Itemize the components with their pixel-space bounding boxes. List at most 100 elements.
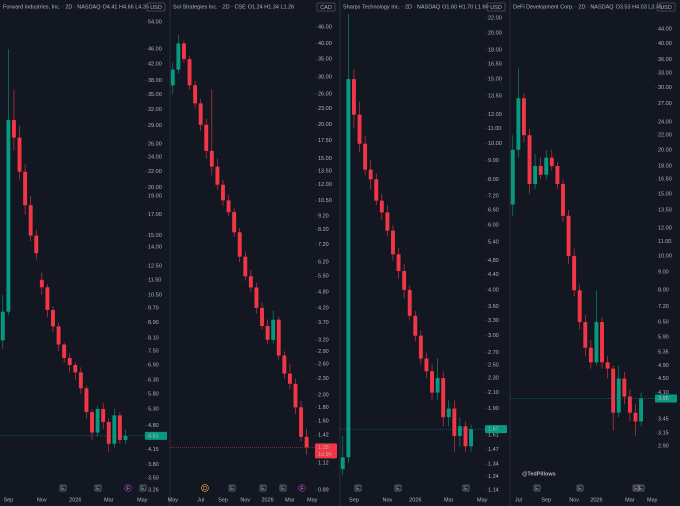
ohlc-header: O1.60 H1.70 L1.60 — [442, 4, 488, 10]
y-tick-label: 2.10 — [488, 390, 499, 396]
y-tick-label: 30.00 — [318, 75, 332, 81]
panel: DeFi Development Corp. · 2D · NASDAQ O3.5… — [510, 2, 677, 503]
x-tick-label: Mar — [285, 497, 295, 503]
event-icon — [59, 484, 67, 492]
candle-body — [457, 426, 462, 436]
event-label: E — [464, 486, 468, 492]
y-tick-label: 16.50 — [658, 177, 672, 183]
event-label: E — [639, 486, 643, 492]
event-icon — [259, 484, 267, 492]
candle-body — [73, 364, 78, 373]
candle-body — [112, 415, 117, 444]
event-icon — [201, 484, 209, 492]
candle-body — [385, 212, 390, 231]
candle-body — [605, 362, 610, 369]
candle-body — [402, 271, 407, 290]
candle-body — [248, 276, 253, 288]
y-tick-label: 46.00 — [318, 24, 332, 30]
y-tick-label: 14.00 — [148, 245, 162, 251]
x-tick-label: Nov — [383, 497, 393, 503]
chart-title: DeFi Development Corp. · 2D · NASDAQ — [513, 4, 614, 10]
y-tick-label: 20.00 — [148, 185, 162, 191]
y-tick-label: 12.00 — [318, 182, 332, 188]
ohlc-header: O3.53 H4.03 L3.45 — [616, 4, 662, 10]
x-tick-label: 2026 — [69, 497, 81, 503]
y-tick-label: 40.00 — [318, 41, 332, 47]
x-tick-label: Sep — [349, 497, 359, 503]
y-tick-label: 3.80 — [148, 462, 159, 468]
candle-body — [198, 103, 203, 125]
x-tick-label: May — [168, 497, 179, 503]
y-tick-label: 4.80 — [148, 423, 159, 429]
y-tick-label: 18.00 — [658, 163, 672, 169]
candle-body — [396, 254, 401, 272]
price-box — [315, 443, 337, 459]
event-label: F — [126, 486, 130, 492]
candle-body — [221, 184, 225, 201]
event-label: E — [96, 486, 100, 492]
y-tick-label: 44.00 — [658, 26, 672, 32]
candle-body — [463, 426, 468, 447]
candle-body — [561, 184, 565, 216]
y-tick-label: 1.24 — [488, 474, 499, 480]
y-tick-label: 1.12 — [318, 460, 329, 466]
event-label: D — [203, 486, 207, 492]
candle-body — [407, 289, 412, 316]
x-tick-label: May — [477, 497, 488, 503]
y-tick-label: 22.00 — [658, 133, 672, 139]
panel: Sol Strategies Inc. · 2D · CSE O1.24 H1.3… — [168, 2, 337, 503]
y-tick-label: 17.50 — [318, 138, 332, 144]
candle-body — [271, 319, 276, 340]
event-icon — [394, 484, 402, 492]
event-icon — [354, 484, 362, 492]
y-tick-label: 1.60 — [318, 419, 329, 425]
candle-body — [533, 165, 538, 185]
y-tick-label: 4.90 — [658, 363, 669, 369]
y-tick-label: 3.60 — [488, 304, 499, 310]
y-tick-label: 16.50 — [488, 61, 502, 67]
candle-body — [204, 124, 209, 151]
currency: USD — [150, 5, 162, 11]
currency: USD — [490, 5, 502, 11]
y-tick-label: 13.50 — [318, 168, 332, 174]
countdown: 1d 9h — [318, 452, 332, 458]
y-tick-label: 19.00 — [148, 194, 162, 200]
y-tick-label: 8.10 — [148, 336, 159, 342]
candle-body — [622, 378, 627, 397]
y-tick-label: 8.20 — [318, 227, 329, 233]
y-tick-label: 5.40 — [488, 239, 499, 245]
candle-body — [282, 355, 287, 374]
plot-area — [510, 68, 644, 436]
y-tick-label: 15.00 — [148, 233, 162, 239]
y-tick-label: 4.15 — [148, 447, 159, 453]
event-icon — [228, 484, 236, 492]
candle-body — [287, 373, 292, 384]
y-tick-label: 3.26 — [148, 487, 159, 493]
y-tick-label: 20.00 — [658, 147, 672, 153]
y-tick-label: 7.20 — [488, 194, 499, 200]
candle-body — [243, 256, 248, 277]
y-tick-label: 5.30 — [148, 406, 159, 412]
candle-body — [23, 171, 28, 206]
candle-body — [95, 408, 100, 433]
currency-box — [316, 2, 336, 12]
y-tick-label: 3.30 — [488, 318, 499, 324]
event-label: E — [61, 486, 65, 492]
y-tick-label: 36.00 — [658, 57, 672, 63]
candle-body — [413, 315, 418, 336]
y-tick-label: 15.00 — [658, 191, 672, 197]
y-tick-label: 15.00 — [318, 156, 332, 162]
event-label: E — [634, 486, 638, 492]
x-tick-label: Mar — [625, 497, 635, 503]
y-tick-label: 54.00 — [148, 20, 162, 26]
candle-body — [572, 256, 577, 291]
candle-body — [56, 326, 61, 345]
y-tick-label: 2.90 — [318, 349, 329, 355]
y-tick-label: 2.30 — [318, 376, 329, 382]
chart-title: Sol Strategies Inc. · 2D · CSE — [173, 4, 246, 10]
event-label: E — [356, 486, 360, 492]
candle-body — [555, 165, 560, 185]
candle-body — [209, 150, 214, 167]
y-tick-label: 6.90 — [148, 362, 159, 368]
candle-body — [170, 69, 175, 86]
